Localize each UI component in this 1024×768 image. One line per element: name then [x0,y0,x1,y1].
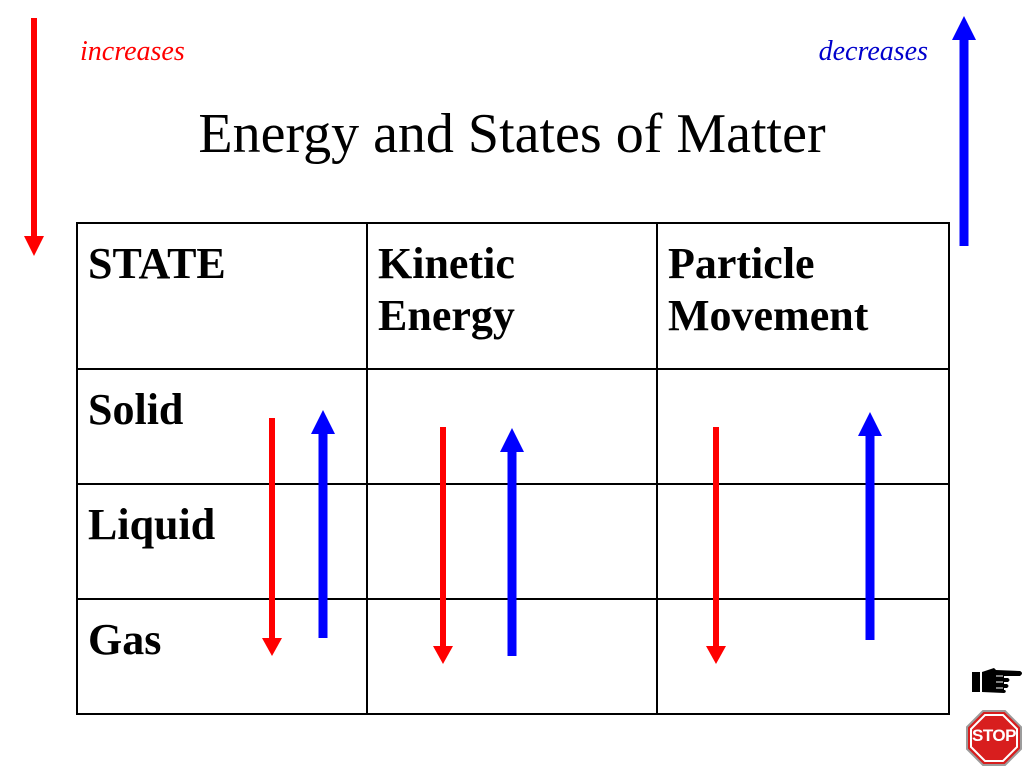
kinetic-cell-liquid [366,483,658,600]
kinetic-cell-gas [366,598,658,715]
states-table: STATE Kinetic Energy Particle Movement S… [76,222,950,715]
page-title: Energy and States of Matter [198,103,826,165]
movement-cell-liquid [656,483,950,600]
table-row: Solid [76,368,950,485]
movement-cell-gas [656,598,950,715]
table-row: Liquid [76,483,950,600]
stop-sign-label[interactable]: STOP [972,726,1016,745]
header-state: STATE [76,222,368,370]
header-kinetic-energy: Kinetic Energy [366,222,658,370]
state-cell-solid: Solid [76,368,368,485]
movement-cell-solid [656,368,950,485]
table-row: Gas [76,598,950,715]
legend-increases-label: increases [80,36,185,67]
stop-sign-icon[interactable] [966,710,1022,766]
legend-decreases-label: decreases [818,36,928,67]
kinetic-cell-solid [366,368,658,485]
header-particle-movement: Particle Movement [656,222,950,370]
state-cell-gas: Gas [76,598,368,715]
pointing-hand-icon[interactable] [970,664,1024,694]
state-cell-liquid: Liquid [76,483,368,600]
table-header-row: STATE Kinetic Energy Particle Movement [76,222,950,370]
